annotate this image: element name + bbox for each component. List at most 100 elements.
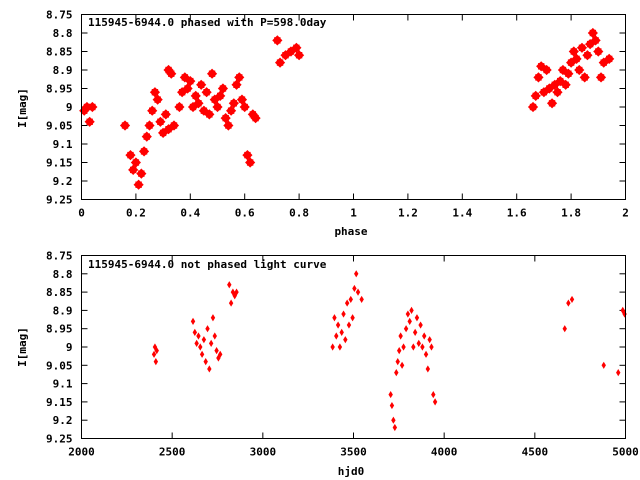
data-point-core (165, 126, 172, 133)
y-tick-label: 8.75 (46, 9, 73, 22)
data-point-core (548, 100, 556, 107)
data-point (344, 299, 350, 307)
chart-title: 115945-6944.0 phased with P=598.0day (88, 16, 327, 29)
y-tick-label: 9.2 (53, 175, 73, 188)
data-point (412, 328, 418, 336)
data-point-core (293, 44, 300, 51)
data-point (227, 281, 232, 289)
data-point (334, 332, 339, 340)
data-point-core (129, 166, 137, 174)
data-point (429, 343, 434, 351)
y-tick-label: 8.9 (53, 64, 73, 77)
data-point (354, 270, 359, 278)
data-point-core (214, 103, 221, 111)
data-point (427, 336, 432, 344)
data-point-core (605, 55, 613, 63)
data-point (330, 343, 335, 351)
data-point-core (576, 66, 583, 74)
y-tick-label: 9.15 (46, 396, 73, 409)
data-point (395, 358, 400, 366)
data-point (405, 310, 411, 318)
data-point (601, 361, 606, 369)
y-axis-label: I[mag] (16, 327, 29, 367)
data-point (423, 350, 429, 358)
data-point (228, 299, 234, 307)
x-tick-label: 1.4 (452, 207, 472, 220)
x-tick-label: 1.8 (561, 207, 581, 220)
data-point-core (222, 114, 229, 122)
data-point (151, 350, 157, 358)
data-point-core (559, 66, 567, 74)
data-point-core (246, 159, 254, 166)
data-point-core (282, 52, 289, 59)
data-point-core (581, 74, 588, 81)
y-tick-label: 9.05 (46, 120, 73, 133)
y-tick-label: 9.1 (53, 138, 73, 151)
data-point (212, 332, 217, 340)
data-point-core (597, 74, 605, 81)
unphased-light-curve-panel: 115945-6944.0 not phased light curve hjd… (16, 250, 639, 479)
x-tick-label: 0.8 (289, 207, 309, 220)
y-tick-label: 8.85 (46, 286, 73, 299)
data-point-core (537, 63, 545, 70)
data-point-core (211, 96, 218, 103)
data-point (203, 358, 208, 366)
data-point (420, 343, 425, 351)
data-point-core (157, 118, 164, 125)
data-point-core (195, 100, 202, 107)
data-point-core (595, 48, 602, 55)
data-point-core (165, 66, 172, 74)
data-point-core (168, 70, 175, 77)
data-point-core (586, 40, 594, 48)
data-point (401, 343, 406, 351)
data-point (359, 295, 364, 304)
x-tick-label: 3000 (250, 446, 277, 459)
y-tick-label: 8.8 (53, 268, 73, 281)
data-point-core (208, 70, 216, 77)
data-point-core (241, 103, 248, 111)
data-point (350, 314, 355, 322)
data-point (216, 354, 221, 362)
data-point-core (83, 103, 91, 111)
data-point (232, 292, 237, 300)
y-tick-label: 9.15 (46, 157, 73, 170)
data-point-core (570, 48, 578, 55)
data-point-core (81, 107, 88, 114)
y-tick-label: 9.1 (53, 378, 73, 391)
data-point (407, 317, 412, 325)
data-point (208, 339, 214, 347)
data-point (399, 361, 405, 369)
data-point (205, 325, 210, 333)
data-point-core (200, 107, 208, 114)
data-point-core (143, 133, 150, 140)
y-tick-label: 8.8 (53, 27, 73, 40)
data-point (190, 317, 196, 325)
data-point-core (249, 111, 257, 118)
data-point-core (554, 89, 561, 96)
data-point-core (535, 74, 542, 81)
data-point (207, 365, 212, 373)
data-point-core (562, 81, 569, 88)
data-point (214, 347, 219, 355)
data-point-core (135, 181, 142, 188)
data-point-core (600, 59, 607, 66)
data-point (389, 401, 395, 410)
data-point (355, 288, 361, 296)
data-point-core (227, 107, 235, 114)
data-point-core (244, 151, 251, 159)
data-point (341, 310, 346, 318)
data-point-core (154, 96, 161, 103)
y-tick-label: 9 (66, 341, 73, 354)
x-tick-label: 2 (622, 207, 629, 220)
data-point-core (189, 103, 197, 111)
data-point-core (592, 37, 599, 44)
y-tick-label: 8.9 (53, 304, 73, 317)
data-point (398, 332, 403, 340)
data-point (620, 306, 625, 314)
data-point (343, 336, 348, 344)
data-point-core (540, 89, 548, 96)
x-tick-label: 1.6 (507, 207, 527, 220)
data-point (432, 398, 438, 406)
data-point-core (565, 70, 572, 77)
data-point-core (187, 77, 194, 85)
